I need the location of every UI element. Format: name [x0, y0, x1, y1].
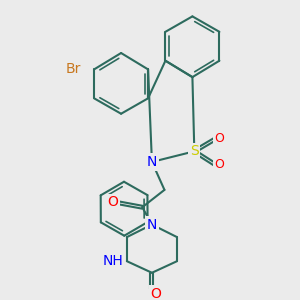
Text: O: O — [150, 287, 161, 300]
Text: NH: NH — [102, 254, 123, 268]
Text: O: O — [107, 195, 118, 209]
Text: S: S — [190, 144, 199, 158]
Text: O: O — [214, 158, 224, 171]
Text: N: N — [147, 218, 157, 232]
Text: O: O — [214, 132, 224, 145]
Text: Br: Br — [65, 62, 81, 76]
Text: N: N — [147, 155, 157, 169]
